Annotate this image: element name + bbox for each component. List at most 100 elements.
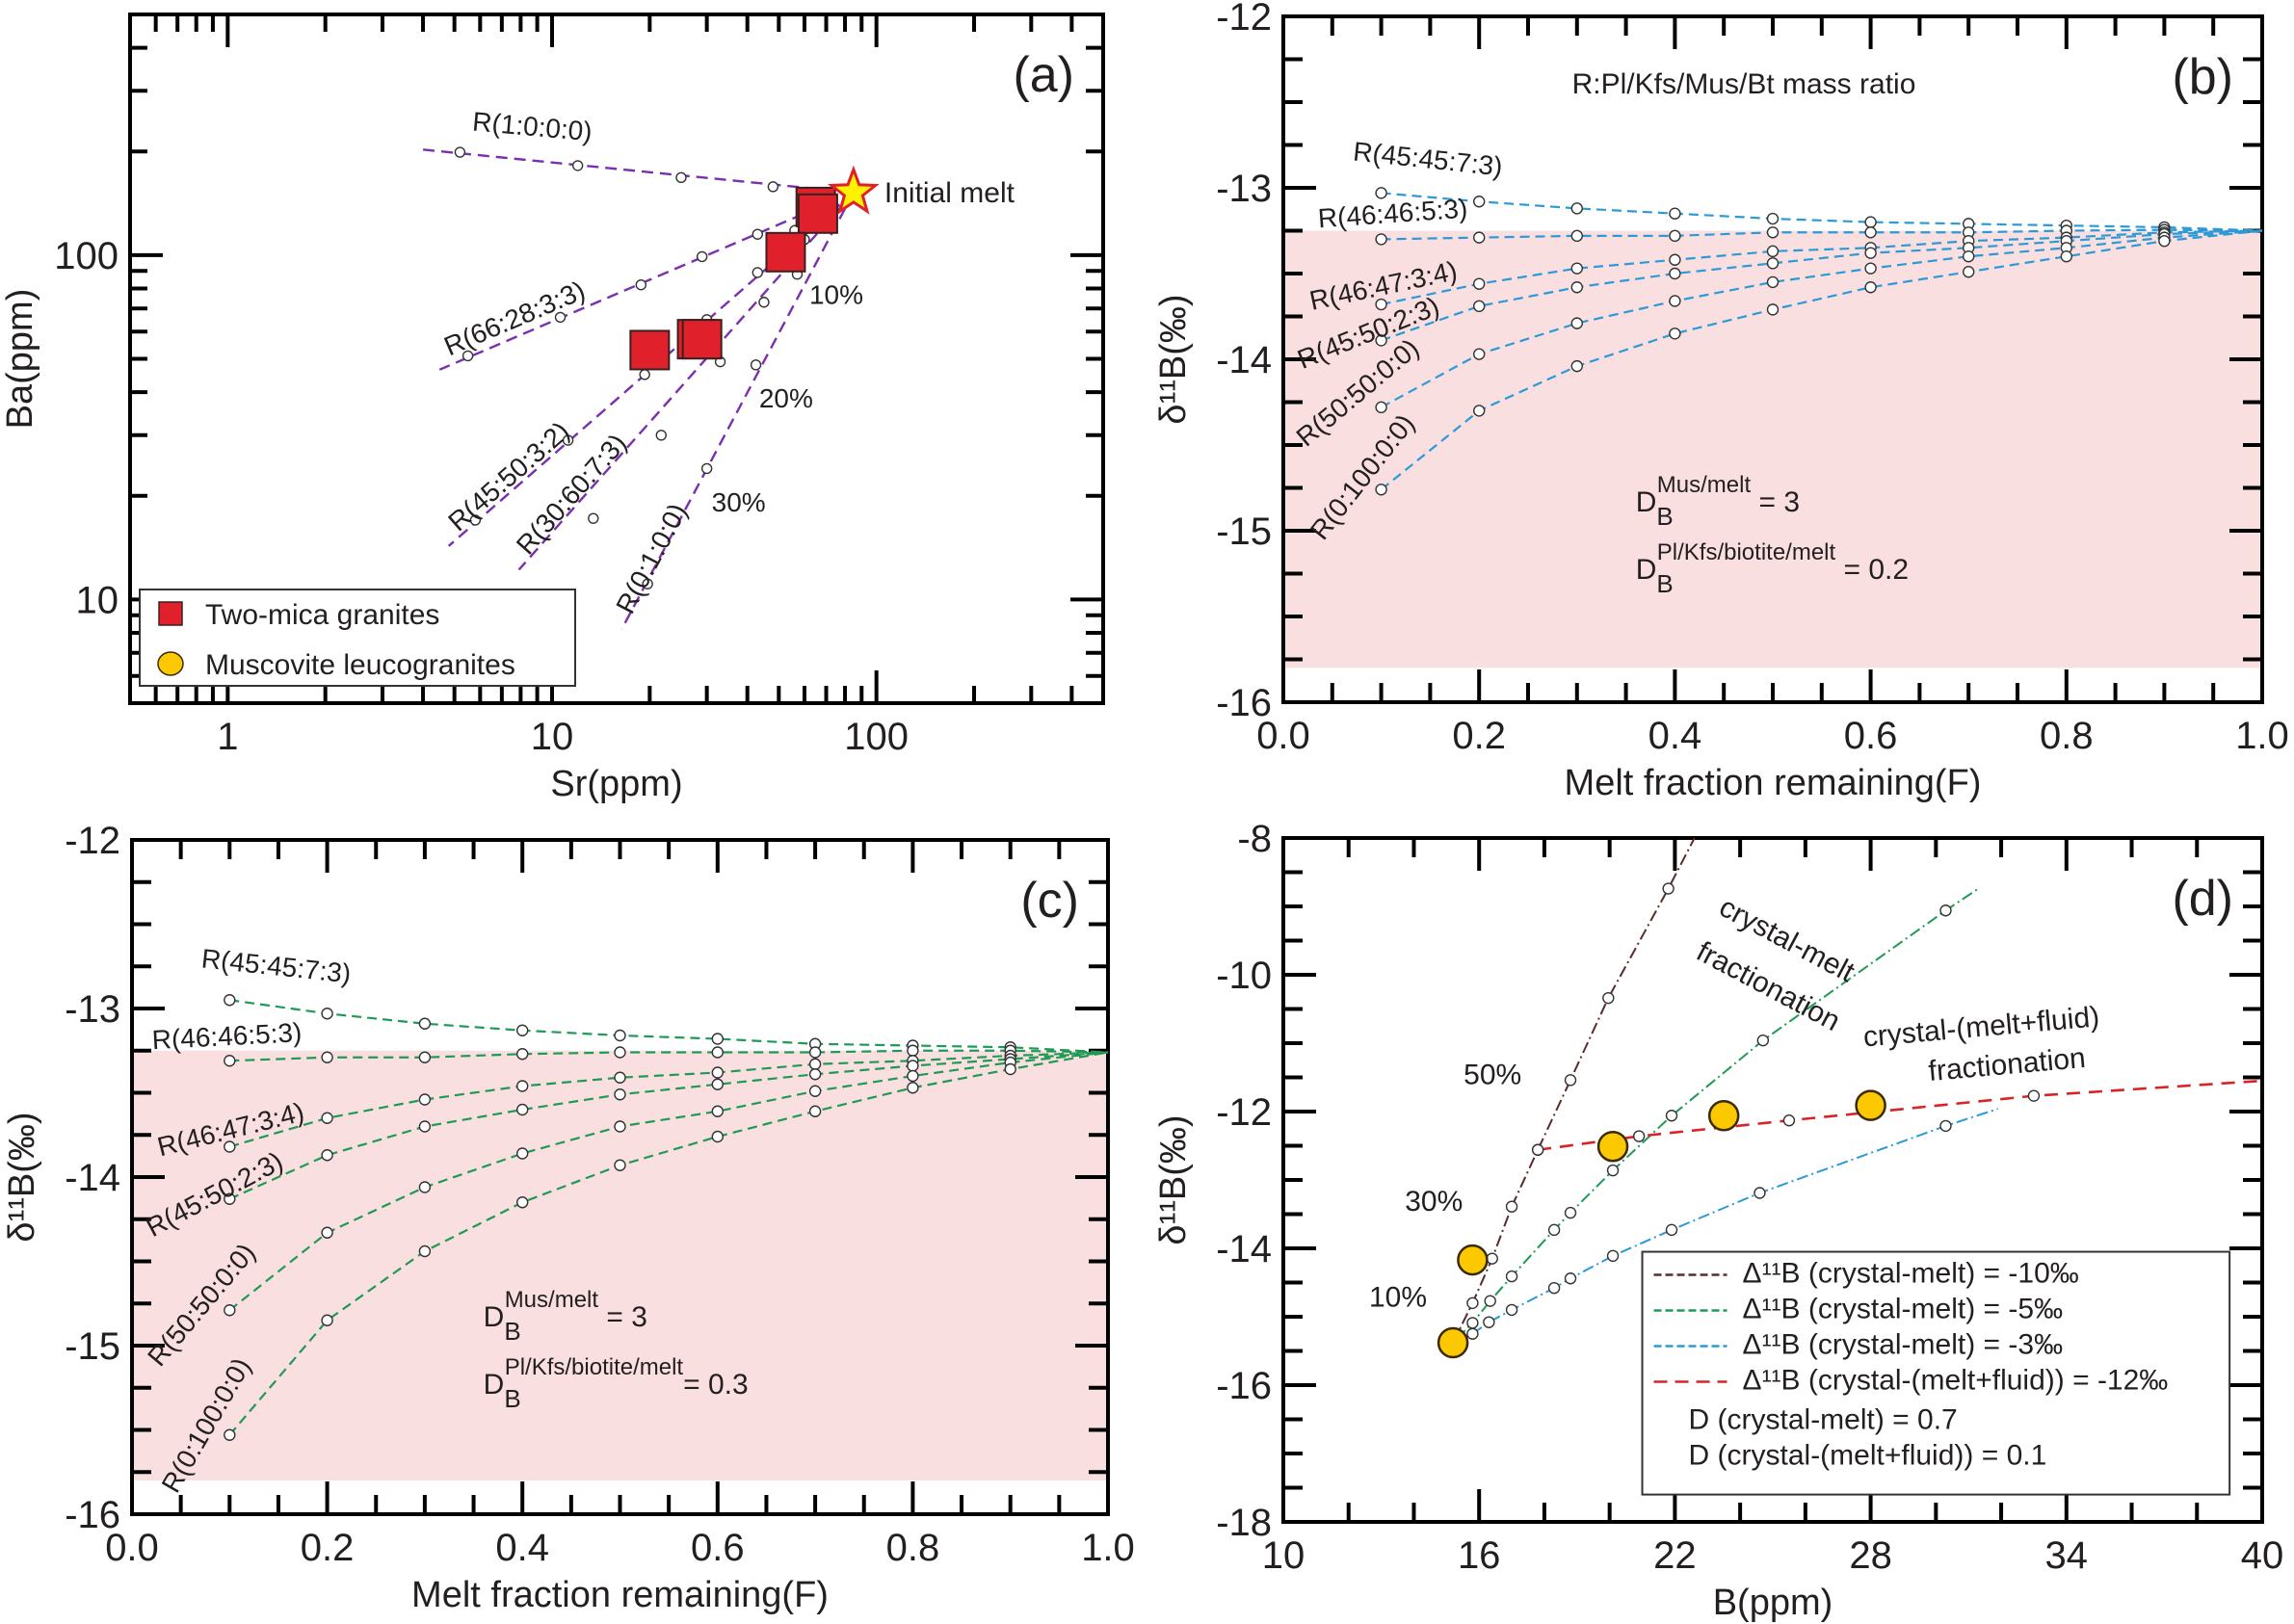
data-point — [1483, 1316, 1495, 1328]
region-label: fractionation — [1927, 1042, 2087, 1087]
data-point — [1669, 327, 1681, 340]
series-line — [1381, 229, 2263, 342]
legend-note: D (crystal-(melt+fluid)) = 0.1 — [1689, 1440, 2047, 1472]
data-point — [675, 171, 687, 184]
data-point — [808, 1085, 822, 1097]
data-point — [1669, 207, 1681, 220]
data-point — [1505, 1270, 1518, 1283]
two-mica-granite-marker — [765, 231, 806, 273]
y-tick-label: 10 — [76, 579, 119, 621]
x-tick-label: 34 — [2045, 1534, 2089, 1577]
data-point — [711, 1066, 724, 1079]
data-point — [1547, 1281, 1561, 1295]
annot-base: D — [1636, 554, 1657, 586]
data-point — [571, 160, 584, 171]
data-point — [516, 1048, 529, 1061]
series-line — [1380, 229, 2263, 491]
series-label: R(46:46:5:3) — [1317, 194, 1468, 234]
x-tick-label: 1.0 — [1081, 1527, 1135, 1569]
data-point — [418, 1244, 432, 1258]
series-label: R(0:1:0:0) — [610, 499, 693, 619]
annot-sub: B — [1656, 502, 1673, 531]
data-point — [808, 1068, 822, 1081]
model-line — [447, 191, 855, 547]
data-point — [614, 1029, 626, 1042]
data-point — [808, 1058, 822, 1070]
data-point — [516, 1196, 529, 1209]
data-point — [321, 1226, 333, 1239]
y-tick-label: -16 — [1216, 1365, 1272, 1407]
data-point — [655, 430, 667, 441]
model-line — [620, 192, 855, 630]
series-label: R(66:28:3:3) — [439, 275, 589, 362]
data-point — [1472, 405, 1486, 417]
data-point — [1606, 1249, 1620, 1263]
data-point — [1606, 1164, 1620, 1177]
legend-label: Muscovite leucogranites — [205, 649, 515, 681]
annot-sub: B — [1656, 569, 1673, 598]
data-point — [1766, 257, 1780, 270]
data-point — [1466, 1327, 1479, 1340]
data-point — [907, 1082, 919, 1094]
data-point — [639, 369, 650, 380]
annot-sub: B — [504, 1384, 520, 1413]
data-point — [1004, 1062, 1016, 1076]
muscovite-leucogranite-marker — [1707, 1100, 1740, 1132]
data-point — [418, 1017, 432, 1030]
legend: Δ¹¹B (crystal-melt) = -10‰ Δ¹¹B (crystal-… — [1641, 1250, 2231, 1496]
data-point — [614, 1088, 626, 1101]
data-point — [554, 311, 567, 324]
x-tick-label: 16 — [1458, 1534, 1501, 1577]
y-tick-label: -15 — [1216, 511, 1272, 553]
model-line — [438, 191, 855, 371]
data-point — [1602, 991, 1615, 1005]
data-point — [1766, 212, 1780, 225]
annot-sup: Mus/melt — [505, 1287, 599, 1313]
data-point — [711, 1078, 724, 1090]
data-point — [1669, 267, 1681, 280]
data-point — [516, 1147, 529, 1160]
x-axis-label: Melt fraction remaining(F) — [1565, 763, 1982, 803]
data-point — [1864, 247, 1877, 259]
data-point — [1864, 216, 1877, 228]
data-point — [758, 297, 770, 308]
data-point — [1486, 1252, 1498, 1265]
series-line — [228, 1051, 1109, 1436]
data-point — [614, 1159, 626, 1171]
series-line — [1381, 192, 2263, 232]
legend-label: Δ¹¹B (crystal-melt) = -10‰ — [1743, 1258, 2079, 1290]
x-tick-label: 28 — [1849, 1534, 1892, 1577]
y-tick-label: -14 — [1216, 1228, 1272, 1270]
data-point — [321, 1112, 333, 1124]
series-line — [1452, 838, 1696, 1344]
legend: Two-mica granites Muscovite leucogranites — [139, 589, 576, 687]
x-tick-label: 1.0 — [2235, 715, 2289, 757]
data-point — [1632, 1130, 1646, 1142]
y-tick-label: -12 — [1216, 1091, 1272, 1134]
data-point — [321, 1314, 333, 1326]
percent-label: 50% — [1463, 1060, 1521, 1091]
x-axis-label: Melt fraction remaining(F) — [411, 1575, 829, 1615]
legend-label: Δ¹¹B (crystal-melt) = -5‰ — [1743, 1294, 2064, 1325]
y-tick-label: -12 — [1216, 0, 1272, 39]
percent-label: 20% — [759, 383, 813, 413]
panel-label: (a) — [1013, 47, 1074, 103]
data-point — [1547, 1223, 1561, 1237]
partition-coefficient-annotation: DB Pl/Kfs/biotite/melt = 0.2 — [1636, 539, 1909, 598]
data-point — [1665, 1223, 1678, 1237]
data-point — [321, 1051, 333, 1063]
two-mica-granite-marker — [629, 329, 671, 371]
data-point — [1864, 262, 1877, 275]
data-point — [635, 278, 647, 291]
annot-sup: Pl/Kfs/biotite/melt — [505, 1354, 684, 1380]
muscovite-leucogranite-marker — [1596, 1130, 1629, 1163]
data-point — [1564, 1206, 1577, 1219]
y-tick-label: 100 — [54, 235, 119, 277]
series-line — [228, 1051, 1109, 1200]
data-point — [1766, 245, 1780, 258]
y-tick-label: -13 — [65, 988, 120, 1031]
data-point — [614, 1120, 626, 1133]
data-point — [224, 1428, 236, 1441]
x-tick-label: 0.4 — [1648, 715, 1702, 757]
